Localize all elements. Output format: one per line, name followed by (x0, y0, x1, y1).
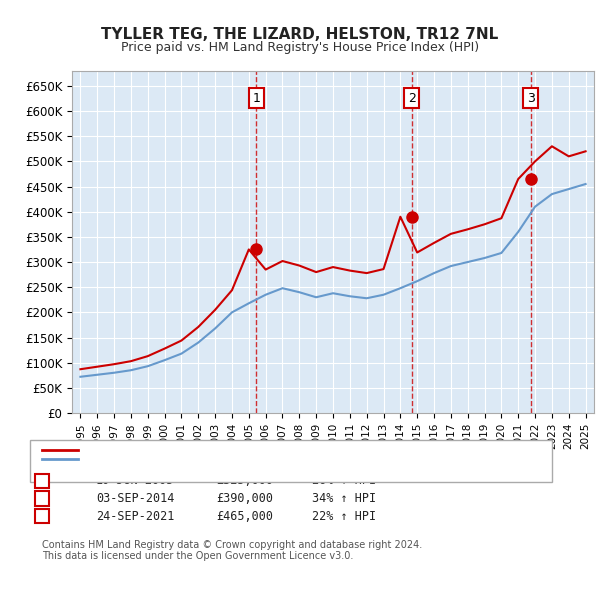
Text: 1: 1 (38, 476, 46, 486)
Text: £465,000: £465,000 (216, 510, 273, 523)
Text: 2: 2 (407, 91, 416, 104)
Text: 3: 3 (38, 512, 46, 521)
Text: HPI: Average price, detached house, Cornwall: HPI: Average price, detached house, Corn… (87, 454, 341, 464)
Text: 26% ↑ HPI: 26% ↑ HPI (312, 474, 376, 487)
Text: TYLLER TEG, THE LIZARD, HELSTON, TR12 7NL (detached house): TYLLER TEG, THE LIZARD, HELSTON, TR12 7N… (87, 445, 449, 454)
Text: £390,000: £390,000 (216, 492, 273, 505)
Text: 22% ↑ HPI: 22% ↑ HPI (312, 510, 376, 523)
Text: 34% ↑ HPI: 34% ↑ HPI (312, 492, 376, 505)
Text: 10-JUN-2005: 10-JUN-2005 (96, 474, 175, 487)
Text: 2: 2 (38, 494, 46, 503)
Text: £325,000: £325,000 (216, 474, 273, 487)
Text: Contains HM Land Registry data © Crown copyright and database right 2024.
This d: Contains HM Land Registry data © Crown c… (42, 540, 422, 562)
Text: 03-SEP-2014: 03-SEP-2014 (96, 492, 175, 505)
Text: TYLLER TEG, THE LIZARD, HELSTON, TR12 7NL: TYLLER TEG, THE LIZARD, HELSTON, TR12 7N… (101, 27, 499, 41)
Text: 24-SEP-2021: 24-SEP-2021 (96, 510, 175, 523)
Text: 3: 3 (527, 91, 535, 104)
Text: Price paid vs. HM Land Registry's House Price Index (HPI): Price paid vs. HM Land Registry's House … (121, 41, 479, 54)
Text: 1: 1 (252, 91, 260, 104)
